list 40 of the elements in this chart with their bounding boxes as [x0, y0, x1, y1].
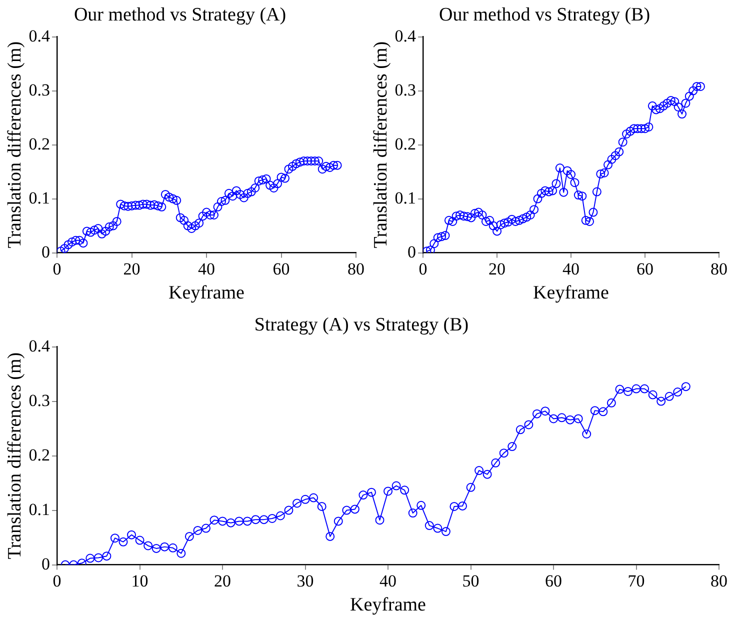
y-tick-label: 0.3: [28, 80, 50, 100]
y-tick-label: 0.1: [28, 188, 50, 208]
x-axis-title: Keyframe: [350, 594, 426, 616]
x-tick-label: 60: [272, 259, 290, 278]
x-tick-label: 80: [710, 259, 728, 278]
y-axis-title: Translation differences (m): [4, 41, 26, 248]
y-tick-label: 0.4: [394, 26, 417, 46]
y-tick-label: 0.3: [394, 80, 416, 100]
y-tick-label: 0: [408, 242, 416, 262]
x-tick-label: 60: [545, 571, 562, 590]
y-tick-label: 0.3: [28, 390, 50, 410]
y-tick-label: 0.4: [28, 26, 51, 46]
x-tick-label: 50: [462, 571, 480, 590]
x-tick-label: 70: [628, 571, 645, 590]
y-tick-label: 0: [42, 554, 50, 574]
x-tick-label: 40: [198, 259, 216, 278]
x-tick-label: 20: [123, 259, 140, 278]
chart-title: Our method vs Strategy (B): [438, 4, 650, 26]
x-tick-label: 30: [296, 571, 314, 590]
y-tick-label: 0.2: [28, 134, 50, 154]
y-tick-label: 0.1: [394, 188, 416, 208]
chart-title: Our method vs Strategy (A): [74, 4, 286, 26]
y-tick-label: 0.2: [394, 134, 416, 154]
y-tick-label: 0.4: [28, 336, 51, 356]
y-axis-title: Translation differences (m): [370, 41, 392, 248]
x-tick-label: 60: [636, 259, 654, 278]
x-tick-label: 80: [710, 571, 728, 590]
x-tick-label: 20: [488, 259, 506, 278]
x-tick-label: 20: [214, 571, 232, 590]
y-tick-label: 0.1: [28, 500, 50, 519]
x-tick-label: 80: [348, 259, 364, 278]
chart-title: Strategy (A) vs Strategy (B): [254, 314, 469, 336]
x-tick-label: 40: [380, 571, 397, 590]
x-tick-label: 40: [562, 259, 580, 278]
x-tick-label: 10: [131, 571, 148, 590]
x-axis-title: Keyframe: [168, 282, 245, 304]
y-tick-label: 0: [42, 242, 50, 262]
y-tick-label: 0.2: [28, 445, 50, 464]
y-axis-title: Translation differences (m): [4, 352, 26, 560]
x-axis-title: Keyframe: [533, 282, 610, 304]
